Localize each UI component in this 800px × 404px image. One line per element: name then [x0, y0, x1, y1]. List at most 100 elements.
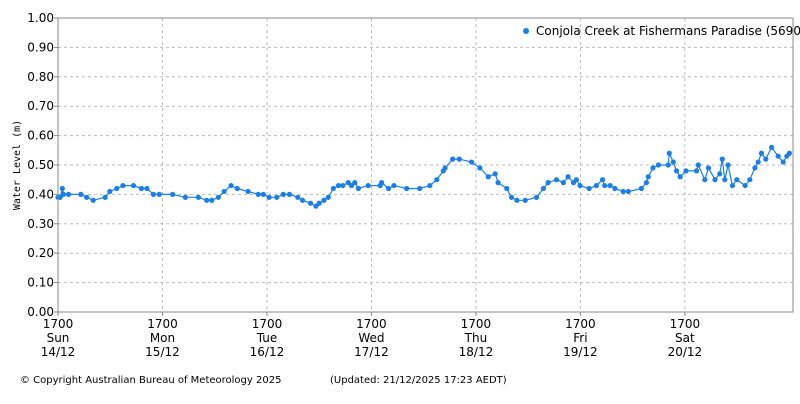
data-point [209, 197, 215, 203]
copyright: © Copyright Australian Bureau of Meteoro… [20, 375, 281, 386]
data-point [553, 177, 560, 183]
data-point [286, 191, 293, 197]
legend: Conjola Creek at Fishermans Paradise (56… [523, 24, 800, 38]
data-point [786, 150, 792, 156]
data-point [712, 177, 718, 183]
data-point [434, 177, 440, 183]
data-point [120, 182, 126, 189]
x-tick-time: 1700 [252, 317, 283, 331]
x-tick-date: 15/12 [145, 345, 180, 359]
y-axis-label: Water Level (m) [12, 120, 23, 210]
data-point [90, 197, 96, 203]
data-point [114, 185, 120, 192]
data-point [620, 188, 626, 195]
data-point [695, 162, 701, 168]
data-point [442, 165, 448, 171]
data-point [702, 177, 708, 183]
y-tick-label: 0.50 [27, 158, 54, 172]
data-point [514, 197, 520, 203]
data-point [450, 156, 456, 162]
data-point [144, 185, 150, 192]
x-tick-time: 1700 [147, 317, 178, 331]
y-tick-label: 0.20 [27, 246, 54, 260]
data-point [266, 194, 272, 200]
data-point [573, 177, 580, 183]
data-point [705, 165, 712, 171]
data-point [677, 174, 683, 180]
x-tick-time: 1700 [461, 317, 492, 331]
data-point [365, 182, 371, 189]
x-tick-time: 1700 [43, 317, 74, 331]
y-axis-ticks: 0.00 0.10 0.20 0.30 0.40 0.50 0.60 0.70 0.80 0.90… [27, 11, 58, 319]
data-point [255, 191, 261, 197]
data-point [427, 182, 433, 189]
data-point [485, 174, 491, 180]
plot-frame [57, 17, 794, 313]
data-point [612, 185, 618, 192]
data-point [752, 165, 758, 171]
data-point [775, 153, 781, 159]
data-point [577, 182, 583, 189]
x-tick-day: Sat [675, 331, 695, 345]
data-point [755, 159, 761, 165]
data-point [204, 197, 210, 203]
data-point [717, 171, 723, 177]
updated-time: (Updated: 21/12/2025 17:23 AEDT) [330, 375, 507, 386]
data-point [156, 191, 162, 197]
x-tick-date: 19/12 [563, 345, 598, 359]
data-point [495, 180, 501, 186]
x-tick-day: Sun [47, 331, 70, 345]
data-point [722, 177, 728, 183]
data-point [729, 182, 736, 189]
data-point [130, 182, 137, 189]
data-point [670, 159, 676, 165]
data-point [215, 194, 221, 200]
data-point [638, 185, 644, 192]
data-point [316, 200, 322, 206]
data-point [763, 156, 769, 162]
data-point [625, 188, 631, 195]
data-point [508, 194, 515, 200]
data-point [456, 156, 462, 162]
x-tick-time: 1700 [670, 317, 701, 331]
y-tick-label: 0.80 [27, 70, 54, 84]
x-tick-day: Wed [358, 331, 384, 345]
y-tick-label: 0.90 [27, 40, 54, 54]
data-point [560, 180, 566, 186]
data-point [742, 182, 748, 189]
data-point [666, 150, 672, 156]
data-point [468, 159, 475, 165]
data-point [59, 185, 65, 192]
data-point [417, 185, 423, 192]
data-point [299, 197, 306, 203]
data-point [404, 185, 410, 192]
data-point [170, 191, 176, 197]
grid [57, 17, 793, 313]
data-point [260, 191, 266, 197]
series-layer [55, 144, 792, 209]
data-point [545, 180, 551, 186]
data-point [607, 182, 613, 189]
x-tick-date: 14/12 [41, 345, 76, 359]
x-tick-date: 16/12 [250, 345, 285, 359]
data-point [355, 185, 361, 192]
data-point [540, 185, 547, 192]
data-point [758, 150, 765, 156]
data-point [602, 182, 608, 189]
x-tick-time: 1700 [565, 317, 596, 331]
data-point [195, 194, 201, 200]
data-point [586, 185, 592, 192]
data-point [107, 188, 113, 195]
legend-marker [523, 28, 529, 34]
data-point [234, 185, 240, 192]
data-point [245, 188, 251, 195]
data-point [665, 162, 671, 168]
data-point [321, 197, 327, 203]
data-point [274, 194, 280, 200]
data-point [295, 194, 301, 200]
data-point [340, 182, 346, 189]
x-tick-date: 17/12 [354, 345, 389, 359]
data-point [693, 168, 700, 174]
data-point [65, 191, 72, 197]
data-point [504, 185, 510, 192]
